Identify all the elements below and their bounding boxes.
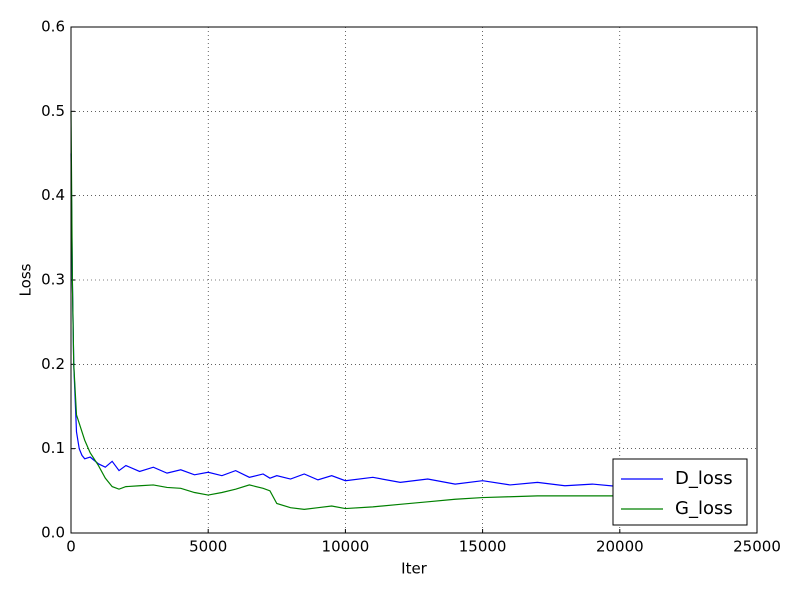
x-tick-label: 15000 [459, 538, 507, 556]
y-tick-label: 0.6 [41, 18, 65, 36]
y-tick-label: 0.2 [41, 355, 65, 373]
x-tick-label: 10000 [322, 538, 370, 556]
legend-box [612, 458, 748, 526]
legend-label: D_loss [675, 468, 733, 489]
x-tick-label: 5000 [189, 538, 227, 556]
y-tick-label: 0.1 [41, 439, 65, 457]
data-line [70, 153, 620, 488]
data-line [70, 111, 620, 510]
y-tick-label: 0.4 [41, 186, 65, 204]
plot-frame [70, 26, 758, 534]
x-tick-label: 0 [66, 538, 76, 556]
x-axis-label: Iter [401, 560, 428, 578]
y-tick-label: 0.3 [41, 271, 65, 289]
legend-label: G_loss [675, 498, 733, 519]
y-axis-label: Loss [17, 263, 35, 296]
y-tick-label: 0.5 [41, 102, 65, 120]
x-tick-label: 20000 [596, 538, 644, 556]
y-tick-label: 0.0 [41, 524, 65, 542]
x-tick-label: 25000 [733, 538, 781, 556]
